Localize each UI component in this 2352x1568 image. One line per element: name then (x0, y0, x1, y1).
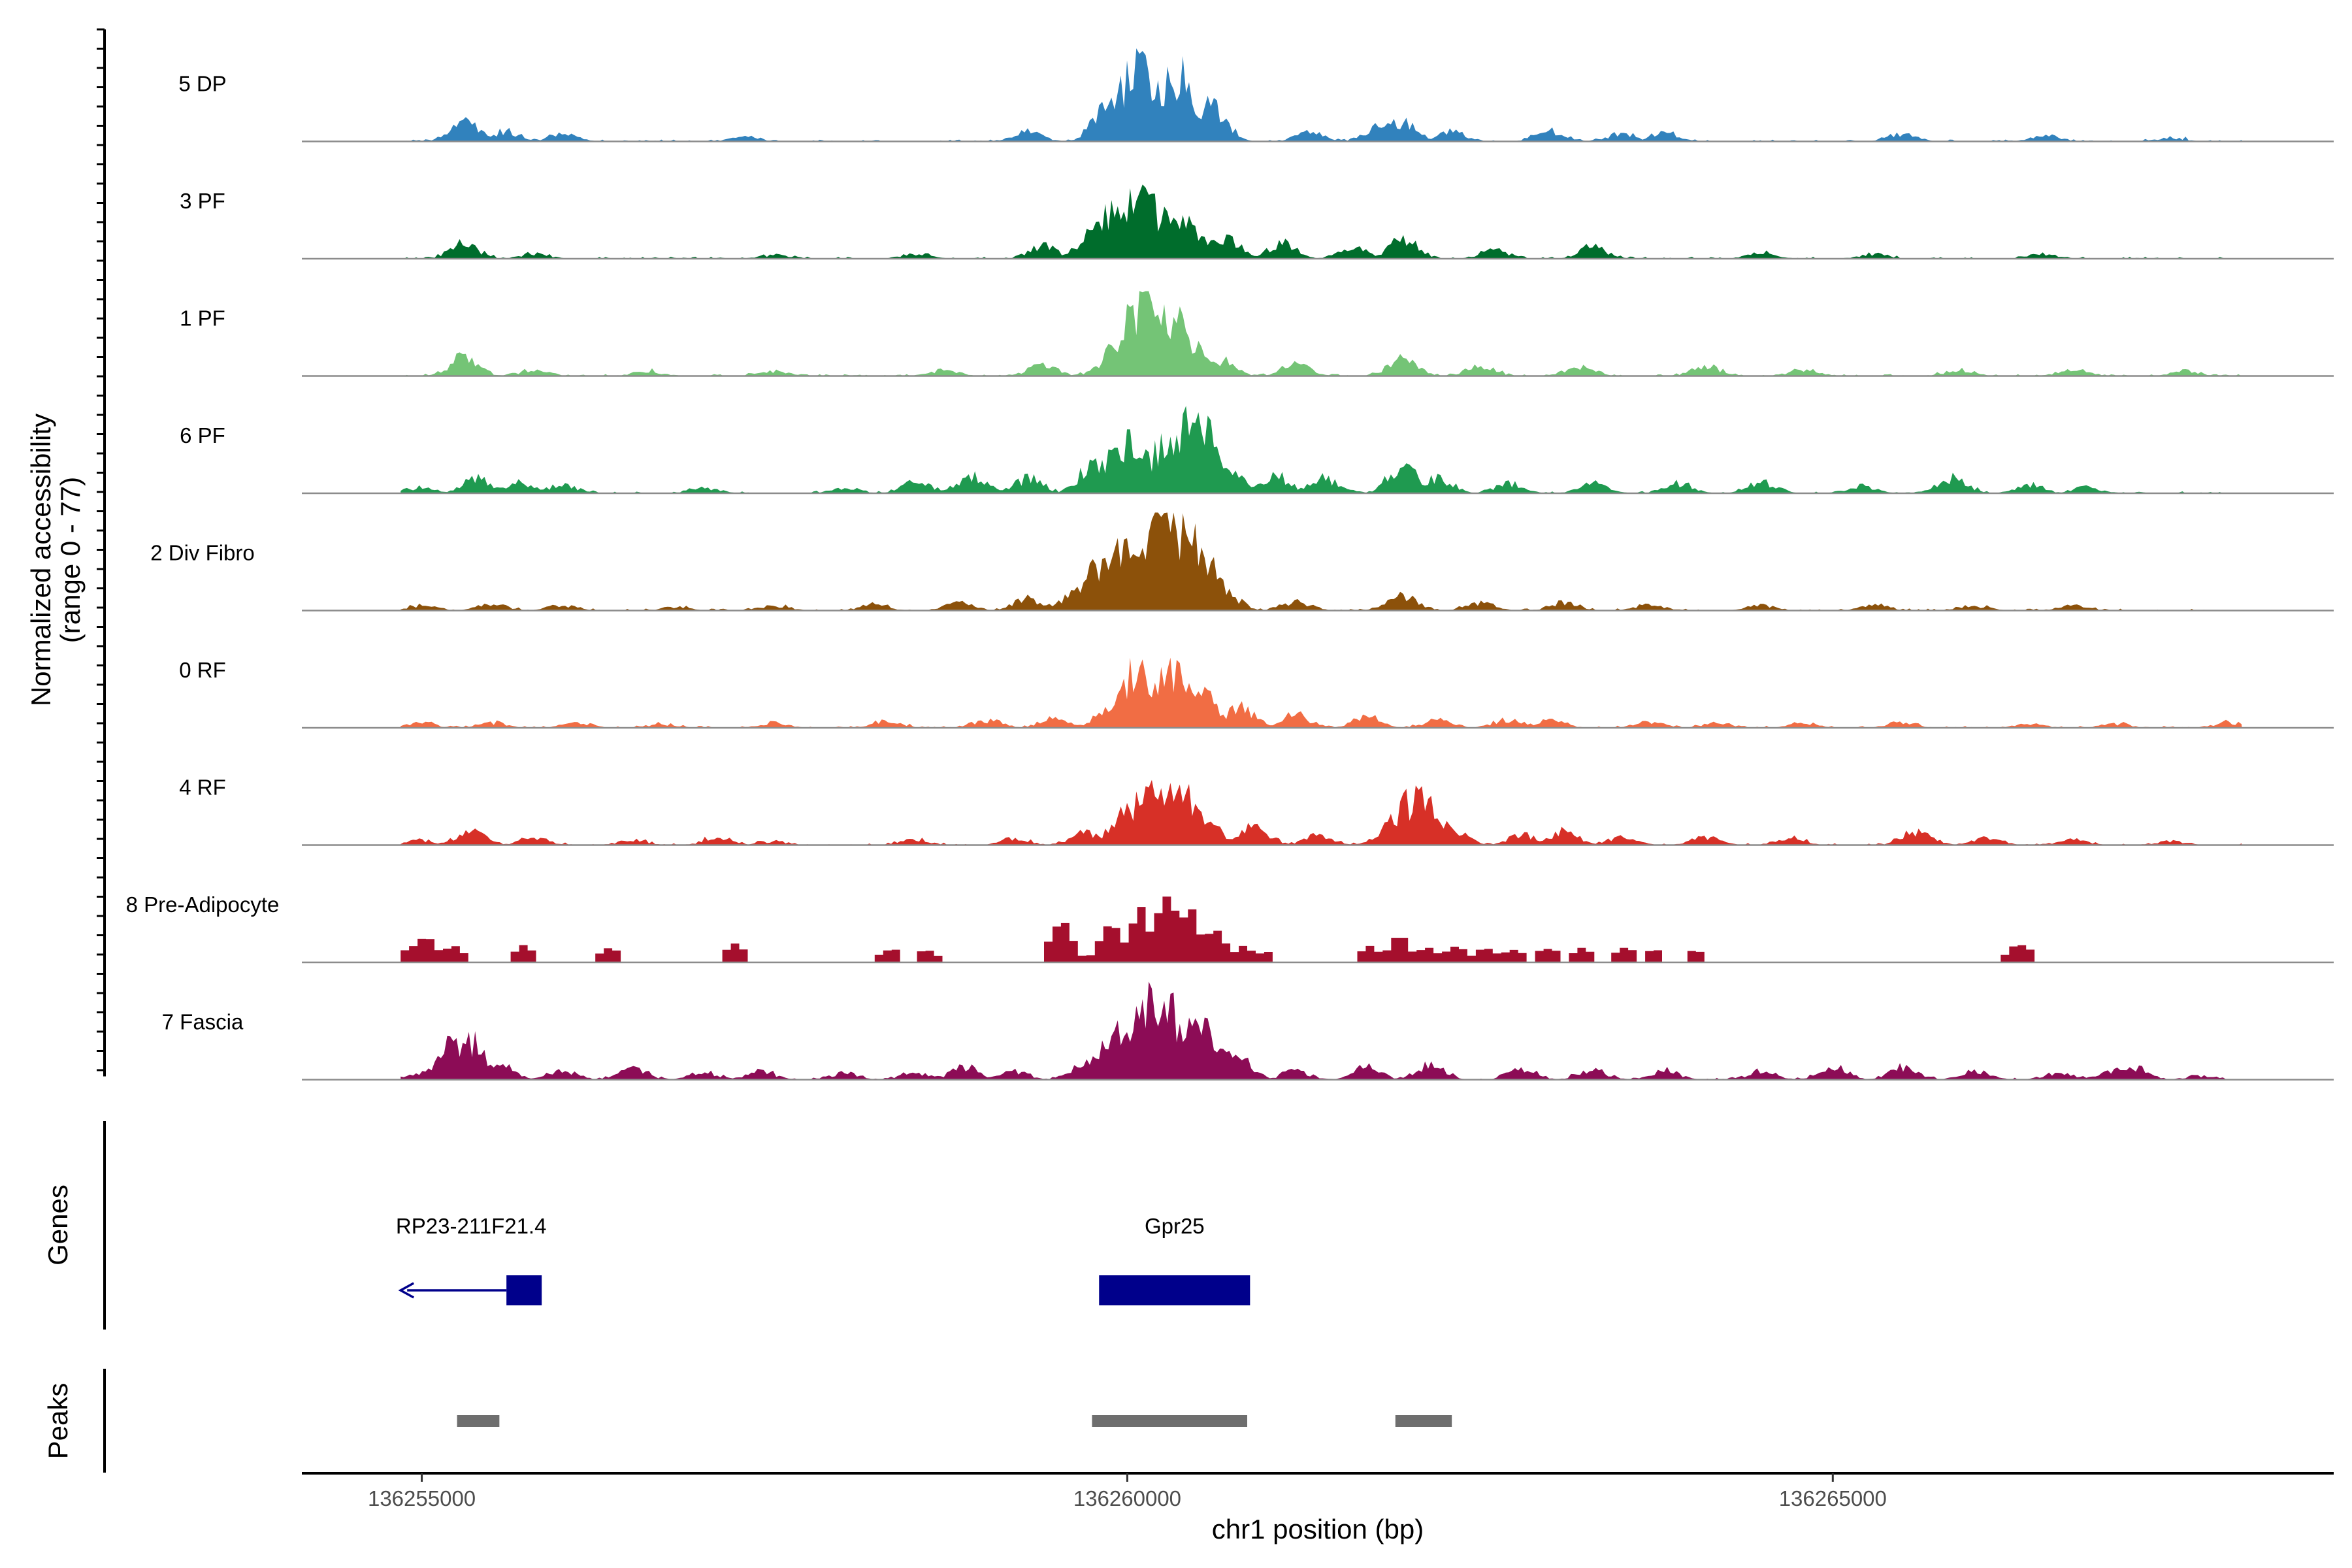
track-label: 6 PF (180, 423, 225, 448)
genes-panel: Genes RP23-211F21.4 Gpr25 (42, 1121, 1250, 1330)
coverage-area (400, 406, 2242, 493)
genes-panel-title: Genes (42, 1184, 73, 1266)
coverage-area (400, 48, 2242, 142)
gene-exon (1099, 1275, 1250, 1305)
gene-strand-arrow (398, 1282, 415, 1299)
track-9: 7 Fascia (162, 981, 2334, 1081)
track-7: 4 RF (179, 776, 2334, 846)
x-tick-label: 136265000 (1779, 1486, 1887, 1511)
track-8: 8 Pre-Adipocyte (126, 892, 2334, 964)
gene-exon (506, 1275, 542, 1305)
coverage-area (400, 184, 2242, 259)
track-label: 5 DP (178, 72, 226, 96)
gene-gpr25: Gpr25 (1099, 1214, 1250, 1305)
peak-region (1092, 1415, 1248, 1427)
track-6: 0 RF (179, 657, 2334, 729)
track-3: 1 PF (180, 291, 2334, 377)
gene-label: Gpr25 (1145, 1214, 1205, 1238)
gene-rp23-211f21-4: RP23-211F21.4 (396, 1214, 547, 1305)
coverage-area (400, 512, 2242, 611)
track-label: 8 Pre-Adipocyte (126, 892, 280, 917)
coverage-area (400, 779, 2242, 845)
track-label: 1 PF (180, 306, 225, 331)
x-tick-label: 136260000 (1073, 1486, 1181, 1511)
y-axis-title-line2: (range 0 - 77) (55, 477, 86, 643)
y-axis-title: Normalized accessibility (range 0 - 77) (25, 414, 86, 706)
gene-label: RP23-211F21.4 (396, 1214, 547, 1238)
y-axis-title-line1: Normalized accessibility (25, 414, 56, 706)
x-tick-label: 136255000 (368, 1486, 476, 1511)
x-axis: 136255000 136260000 136265000 chr1 positio… (302, 1472, 2334, 1544)
track-label: 7 Fascia (162, 1010, 244, 1034)
track-2: 3 PF (180, 184, 2334, 260)
x-axis-title: chr1 position (bp) (1212, 1514, 1424, 1544)
coverage-area (400, 896, 2242, 962)
track-label: 3 PF (180, 189, 225, 213)
coverage-area (400, 657, 2242, 728)
track-5: 2 Div Fibro (150, 512, 2334, 612)
track-4: 6 PF (180, 406, 2334, 495)
track-label: 4 RF (179, 776, 226, 800)
track-label: 2 Div Fibro (150, 541, 255, 565)
coverage-left-axis (97, 28, 106, 1077)
track-1: 5 DP (178, 48, 2334, 142)
peaks-panel-title: Peaks (42, 1383, 73, 1460)
coverage-area (400, 981, 2242, 1080)
track-label: 0 RF (179, 658, 226, 682)
peak-region (1395, 1415, 1452, 1427)
coverage-tracks: 5 DP 3 PF 1 PF 6 PF 2 Div Fibro 0 RF 4 RF 8 Pre… (126, 48, 2334, 1081)
coverage-area (400, 291, 2242, 376)
peak-region (457, 1415, 500, 1427)
peaks-panel: Peaks (42, 1369, 1452, 1473)
